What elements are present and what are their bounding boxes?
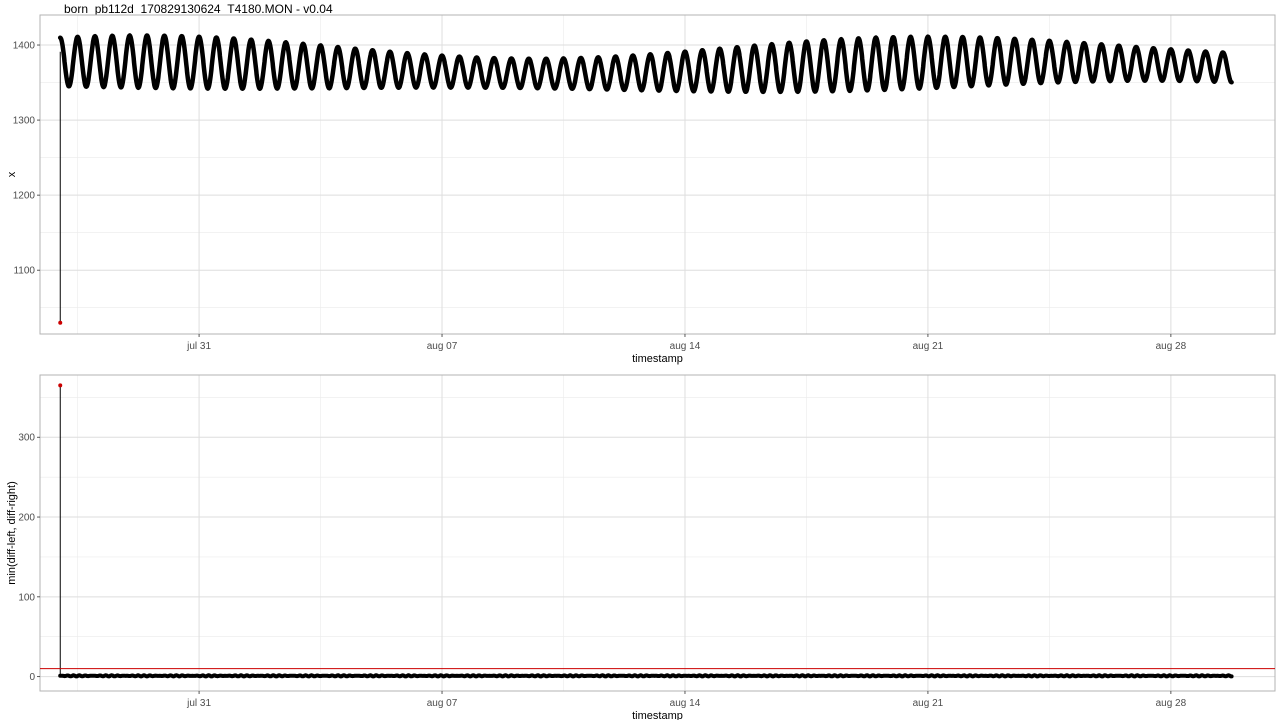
x-tick-label: aug 14 bbox=[670, 341, 701, 352]
x-tick-label: aug 28 bbox=[1156, 698, 1187, 709]
x-tick-label: aug 07 bbox=[427, 341, 458, 352]
x-tick-label: aug 14 bbox=[670, 698, 701, 709]
x-tick-label: jul 31 bbox=[186, 698, 211, 709]
y-axis-title: min(diff-left, diff-right) bbox=[6, 481, 18, 585]
outlier-point bbox=[58, 383, 63, 388]
chart-title: born_pb112d_170829130624_T4180.MON - v0.… bbox=[64, 2, 333, 16]
plot-border bbox=[39, 374, 1276, 692]
y-tick-label: 1400 bbox=[13, 41, 36, 52]
x-tick-label: aug 28 bbox=[1156, 341, 1187, 352]
x-axis-title: timestamp bbox=[632, 353, 683, 365]
x-tick-label: aug 21 bbox=[913, 698, 944, 709]
y-tick-label: 300 bbox=[18, 433, 35, 444]
y-tick-label: 1100 bbox=[13, 266, 35, 277]
plot-border bbox=[39, 14, 1276, 335]
outlier-point bbox=[58, 320, 63, 325]
panel-top: 1100 1200 1300 1400 jul 31 aug 07 aug 14 aug 21… bbox=[6, 14, 1276, 365]
series-line bbox=[57, 33, 1234, 95]
y-axis-title: x bbox=[6, 171, 18, 177]
y-tick-label: 100 bbox=[18, 592, 35, 603]
y-tick-label: 1200 bbox=[13, 191, 36, 202]
x-tick-label: aug 07 bbox=[427, 698, 458, 709]
x-axis-title: timestamp bbox=[632, 710, 683, 720]
y-tick-label: 200 bbox=[18, 513, 35, 524]
plot-background bbox=[40, 375, 1275, 691]
y-tick-label: 1300 bbox=[13, 116, 36, 127]
x-tick-label: aug 21 bbox=[913, 341, 944, 352]
panel-bottom: 0 100 200 300 jul 31 aug 07 aug 14 aug 21 aug 28… bbox=[6, 374, 1276, 720]
y-tick-label: 0 bbox=[29, 672, 35, 683]
x-tick-label: jul 31 bbox=[186, 341, 211, 352]
series-line bbox=[58, 673, 1234, 679]
